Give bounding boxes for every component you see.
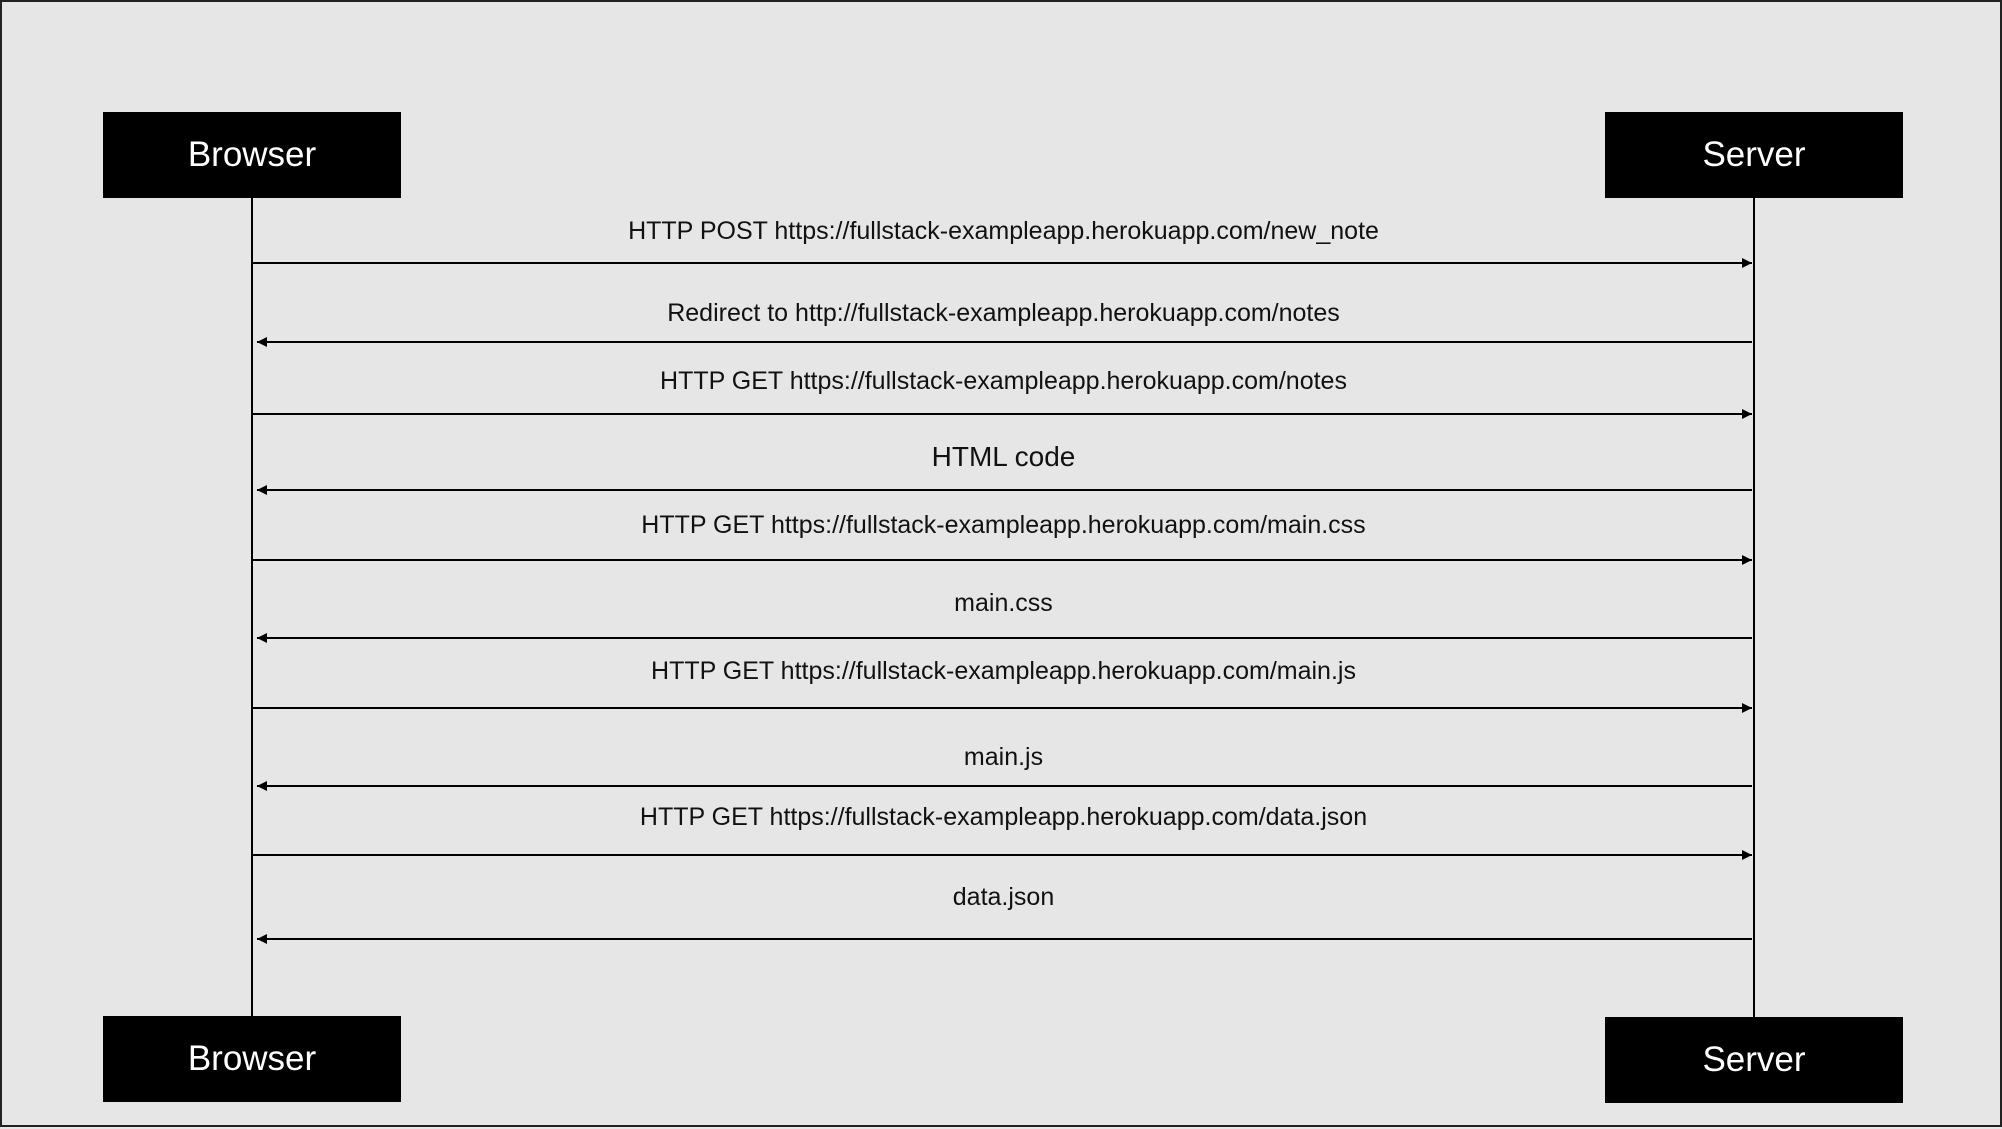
browser-participant-bottom: Browser [103,1016,401,1102]
message-label: HTTP POST https://fullstack-exampleapp.h… [628,217,1379,245]
message-label: HTTP GET https://fullstack-exampleapp.he… [639,803,1368,831]
message-label: HTTP GET https://fullstack-exampleapp.he… [651,657,1356,685]
message-label: Redirect to http://fullstack-exampleapp.… [667,299,1340,327]
browser-participant-top: Browser [103,112,401,198]
message-label: main.js [963,743,1044,771]
message-label: HTTP GET https://fullstack-exampleapp.he… [641,511,1366,539]
server-participant-bottom: Server [1605,1017,1903,1103]
server-participant-top: Server [1605,112,1903,198]
message-label: main.css [954,589,1053,617]
message-label: data.json [952,883,1055,911]
message-arrows [253,258,1752,944]
message-label: HTML code [931,441,1076,472]
message-label: HTTP GET https://fullstack-exampleapp.he… [660,367,1347,395]
